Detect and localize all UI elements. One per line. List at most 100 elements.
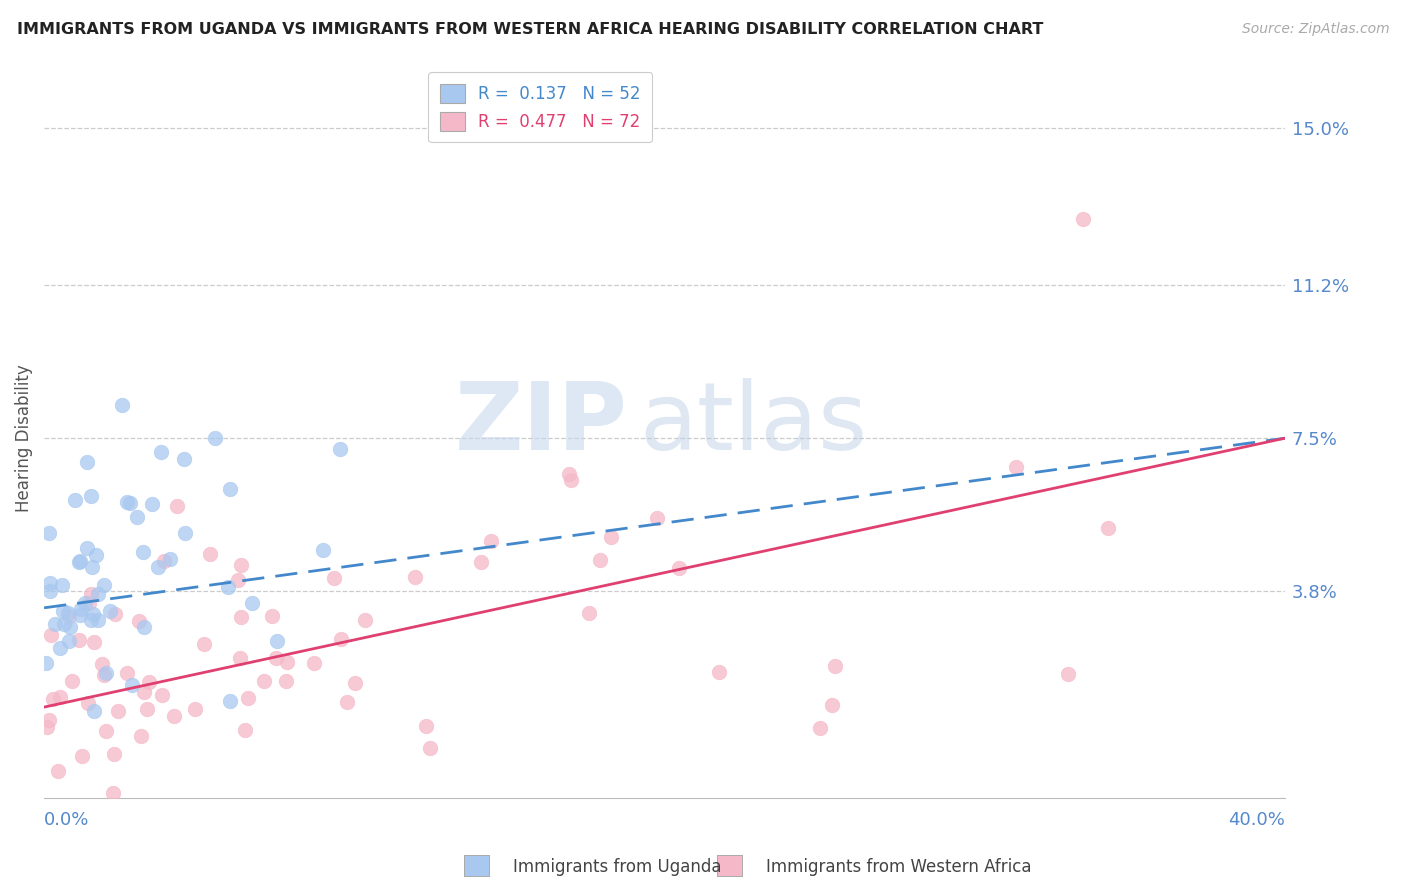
- Text: ZIP: ZIP: [454, 378, 627, 470]
- Point: [415, 719, 437, 733]
- Point: [101, 786, 124, 800]
- Point: [76, 696, 98, 710]
- Point: [76, 541, 98, 555]
- Point: [481, 534, 503, 549]
- Point: [87, 613, 110, 627]
- Point: [150, 688, 173, 702]
- Point: [98, 604, 121, 618]
- Point: [824, 658, 846, 673]
- Point: [129, 729, 152, 743]
- Point: [264, 650, 287, 665]
- Point: [67, 555, 90, 569]
- Point: [141, 497, 163, 511]
- Point: [115, 665, 138, 680]
- Point: [37, 720, 59, 734]
- Point: [94, 724, 117, 739]
- Point: [253, 674, 276, 689]
- Point: [58, 634, 80, 648]
- Point: [343, 676, 366, 690]
- Point: [39, 576, 62, 591]
- Point: [59, 620, 82, 634]
- Point: [132, 620, 155, 634]
- Point: [107, 704, 129, 718]
- Point: [219, 483, 242, 497]
- Text: 40.0%: 40.0%: [1227, 811, 1285, 829]
- Point: [58, 606, 80, 620]
- Point: [329, 632, 352, 646]
- Point: [229, 558, 252, 573]
- Text: Immigrants from Western Africa: Immigrants from Western Africa: [766, 858, 1032, 876]
- Point: [353, 613, 375, 627]
- Point: [63, 493, 86, 508]
- Point: [174, 526, 197, 541]
- Point: [200, 548, 222, 562]
- Point: [229, 610, 252, 624]
- Point: [69, 554, 91, 568]
- Point: [238, 690, 260, 705]
- Point: [131, 545, 153, 559]
- Point: [647, 510, 669, 524]
- Point: [49, 690, 72, 705]
- Point: [83, 704, 105, 718]
- Point: [1071, 212, 1094, 227]
- Point: [470, 555, 492, 569]
- Point: [76, 455, 98, 469]
- Point: [42, 692, 65, 706]
- Text: 0.0%: 0.0%: [44, 811, 90, 829]
- Point: [304, 656, 326, 670]
- Point: [118, 496, 141, 510]
- Text: atlas: atlas: [640, 378, 868, 470]
- Point: [80, 613, 103, 627]
- Point: [159, 552, 181, 566]
- Point: [90, 657, 112, 671]
- Point: [323, 571, 346, 585]
- Point: [589, 553, 612, 567]
- Point: [228, 651, 250, 665]
- Y-axis label: Hearing Disability: Hearing Disability: [15, 364, 32, 512]
- Point: [146, 559, 169, 574]
- Point: [578, 607, 600, 621]
- Point: [83, 634, 105, 648]
- Point: [233, 723, 256, 738]
- Point: [127, 509, 149, 524]
- Text: Immigrants from Uganda: Immigrants from Uganda: [513, 858, 721, 876]
- Point: [94, 665, 117, 680]
- Point: [262, 609, 284, 624]
- Point: [240, 596, 263, 610]
- Point: [93, 668, 115, 682]
- Point: [79, 596, 101, 610]
- Point: [79, 587, 101, 601]
- Text: IMMIGRANTS FROM UGANDA VS IMMIGRANTS FROM WESTERN AFRICA HEARING DISABILITY CORR: IMMIGRANTS FROM UGANDA VS IMMIGRANTS FRO…: [17, 22, 1043, 37]
- Point: [104, 607, 127, 621]
- Text: Source: ZipAtlas.com: Source: ZipAtlas.com: [1241, 22, 1389, 37]
- Point: [808, 721, 831, 735]
- Point: [173, 451, 195, 466]
- Point: [52, 604, 75, 618]
- Point: [204, 431, 226, 445]
- Point: [58, 608, 80, 623]
- Point: [266, 634, 288, 648]
- Point: [75, 596, 97, 610]
- Point: [53, 616, 76, 631]
- Point: [51, 578, 73, 592]
- Point: [70, 749, 93, 764]
- Point: [46, 764, 69, 778]
- Point: [35, 656, 58, 670]
- Point: [404, 570, 426, 584]
- Point: [184, 702, 207, 716]
- Point: [336, 695, 359, 709]
- Point: [82, 607, 104, 622]
- Point: [312, 543, 335, 558]
- Point: [93, 578, 115, 592]
- Point: [276, 655, 298, 669]
- Point: [134, 684, 156, 698]
- Point: [557, 467, 579, 481]
- Point: [1005, 460, 1028, 475]
- Point: [48, 640, 70, 655]
- Point: [87, 587, 110, 601]
- Point: [193, 637, 215, 651]
- Point: [111, 398, 134, 412]
- Point: [136, 702, 159, 716]
- Point: [1056, 667, 1078, 681]
- Point: [44, 616, 66, 631]
